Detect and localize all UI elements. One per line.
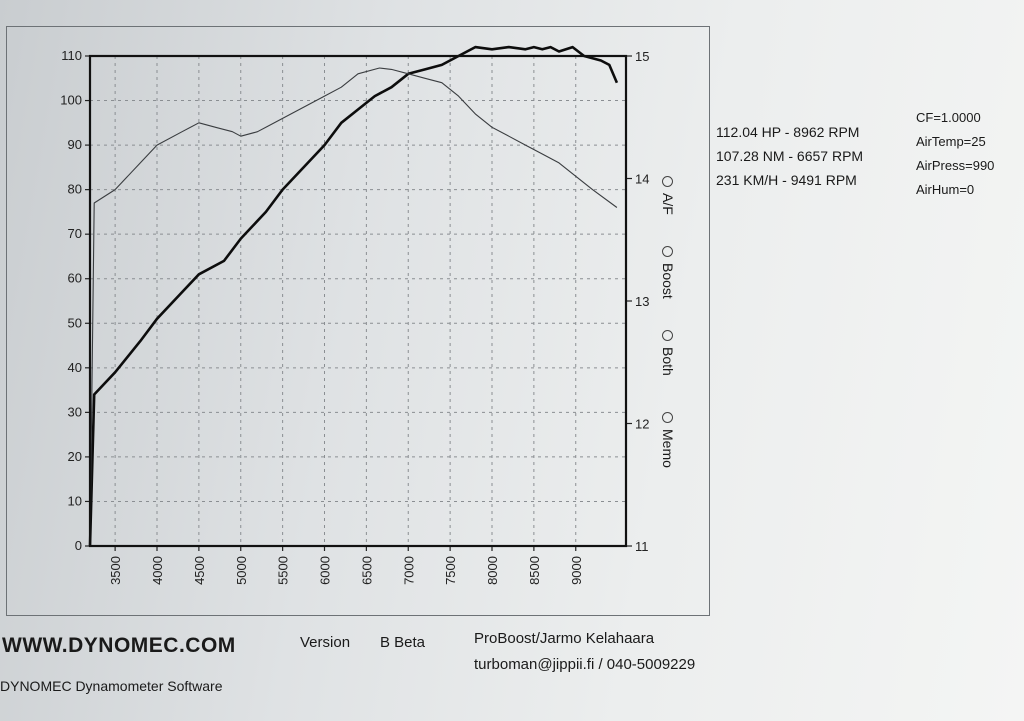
- x-tick-label: 5500: [276, 556, 291, 585]
- version-value: B Beta: [380, 634, 426, 651]
- radio-icon[interactable]: [662, 330, 674, 341]
- correction-factor: CF=1.0000: [916, 110, 981, 125]
- owner-name: ProBoost/Jarmo Kelahaara: [474, 630, 655, 647]
- y-tick-label: 110: [61, 48, 82, 63]
- radio-icon[interactable]: [662, 246, 674, 257]
- air-press: AirPress=990: [916, 158, 995, 173]
- y-tick-label: 90: [68, 137, 82, 152]
- x-tick-label: 3500: [108, 556, 123, 585]
- y-axis-right: 11 12 13 14 15: [626, 49, 649, 554]
- radio-icon[interactable]: [662, 412, 674, 423]
- x-tick-label: 6500: [359, 556, 374, 585]
- x-tick-label: 7000: [401, 556, 416, 585]
- y-tick-label: 20: [68, 449, 82, 464]
- x-tick-label: 9000: [569, 556, 584, 585]
- mode-boost[interactable]: Boost: [660, 246, 676, 299]
- series-line-bold: [88, 45, 619, 547]
- y2-tick-label: 12: [635, 417, 649, 432]
- mode-label: Both: [660, 347, 676, 376]
- peak-torque: 107.28 NM - 6657 RPM: [716, 148, 864, 164]
- y-tick-label: 60: [68, 271, 82, 286]
- x-tick-label: 8000: [485, 556, 500, 585]
- mode-af[interactable]: A/F: [660, 176, 676, 215]
- peak-readouts: 112.04 HP - 8962 RPM 107.28 NM - 6657 RP…: [716, 120, 863, 192]
- y2-tick-label: 11: [635, 539, 649, 554]
- top-speed: 231 KM/H - 9491 RPM: [716, 172, 857, 188]
- x-tick-label: 7500: [443, 556, 458, 585]
- y-axis-left: 0 10 20 30 40 50 60 70 80 90 100 110: [60, 48, 90, 553]
- mode-label: Boost: [660, 263, 676, 299]
- air-temp: AirTemp=25: [916, 134, 986, 149]
- mode-memo[interactable]: Memo: [660, 412, 676, 468]
- x-tick-label: 6000: [318, 556, 333, 585]
- peak-power: 112.04 HP - 8962 RPM: [716, 124, 860, 140]
- y-tick-label: 70: [68, 226, 82, 241]
- x-tick-label: 4500: [192, 556, 207, 585]
- x-axis: 3500 4000 4500 5000 5500 6000 6500 7000 7500 8000…: [108, 546, 584, 585]
- x-tick-label: 4000: [150, 556, 165, 585]
- series-line-thin: [89, 67, 618, 547]
- y-tick-label: 40: [68, 360, 82, 375]
- y-tick-label: 50: [68, 315, 82, 330]
- version-label: Version: [300, 634, 351, 651]
- radio-icon[interactable]: [662, 176, 674, 187]
- mode-both[interactable]: Both: [660, 330, 676, 376]
- mode-label: Memo: [660, 429, 676, 468]
- website-url: WWW.DYNOMEC.COM: [2, 634, 236, 657]
- y-tick-label: 100: [60, 93, 82, 108]
- x-tick-label: 5000: [234, 556, 249, 585]
- software-name: DYNOMEC Dynamometer Software: [0, 678, 223, 694]
- chart-frame: [6, 26, 710, 616]
- plot-area-border: [88, 54, 628, 548]
- contact-info: turboman@jippii.fi / 040-5009229: [474, 656, 696, 673]
- y-tick-label: 80: [68, 182, 82, 197]
- y2-tick-label: 14: [635, 172, 649, 187]
- y2-tick-label: 13: [635, 294, 649, 309]
- x-tick-label: 8500: [527, 556, 542, 585]
- y-tick-label: 30: [68, 404, 82, 419]
- air-conditions: CF=1.0000 AirTemp=25 AirPress=990 AirHum…: [916, 106, 994, 202]
- mode-label: A/F: [660, 193, 676, 215]
- y2-tick-label: 15: [635, 49, 649, 64]
- y-tick-label: 10: [68, 493, 82, 508]
- y-tick-label: 0: [75, 538, 82, 553]
- grid: [90, 56, 626, 546]
- air-hum: AirHum=0: [916, 182, 975, 197]
- series-lines: [88, 45, 619, 547]
